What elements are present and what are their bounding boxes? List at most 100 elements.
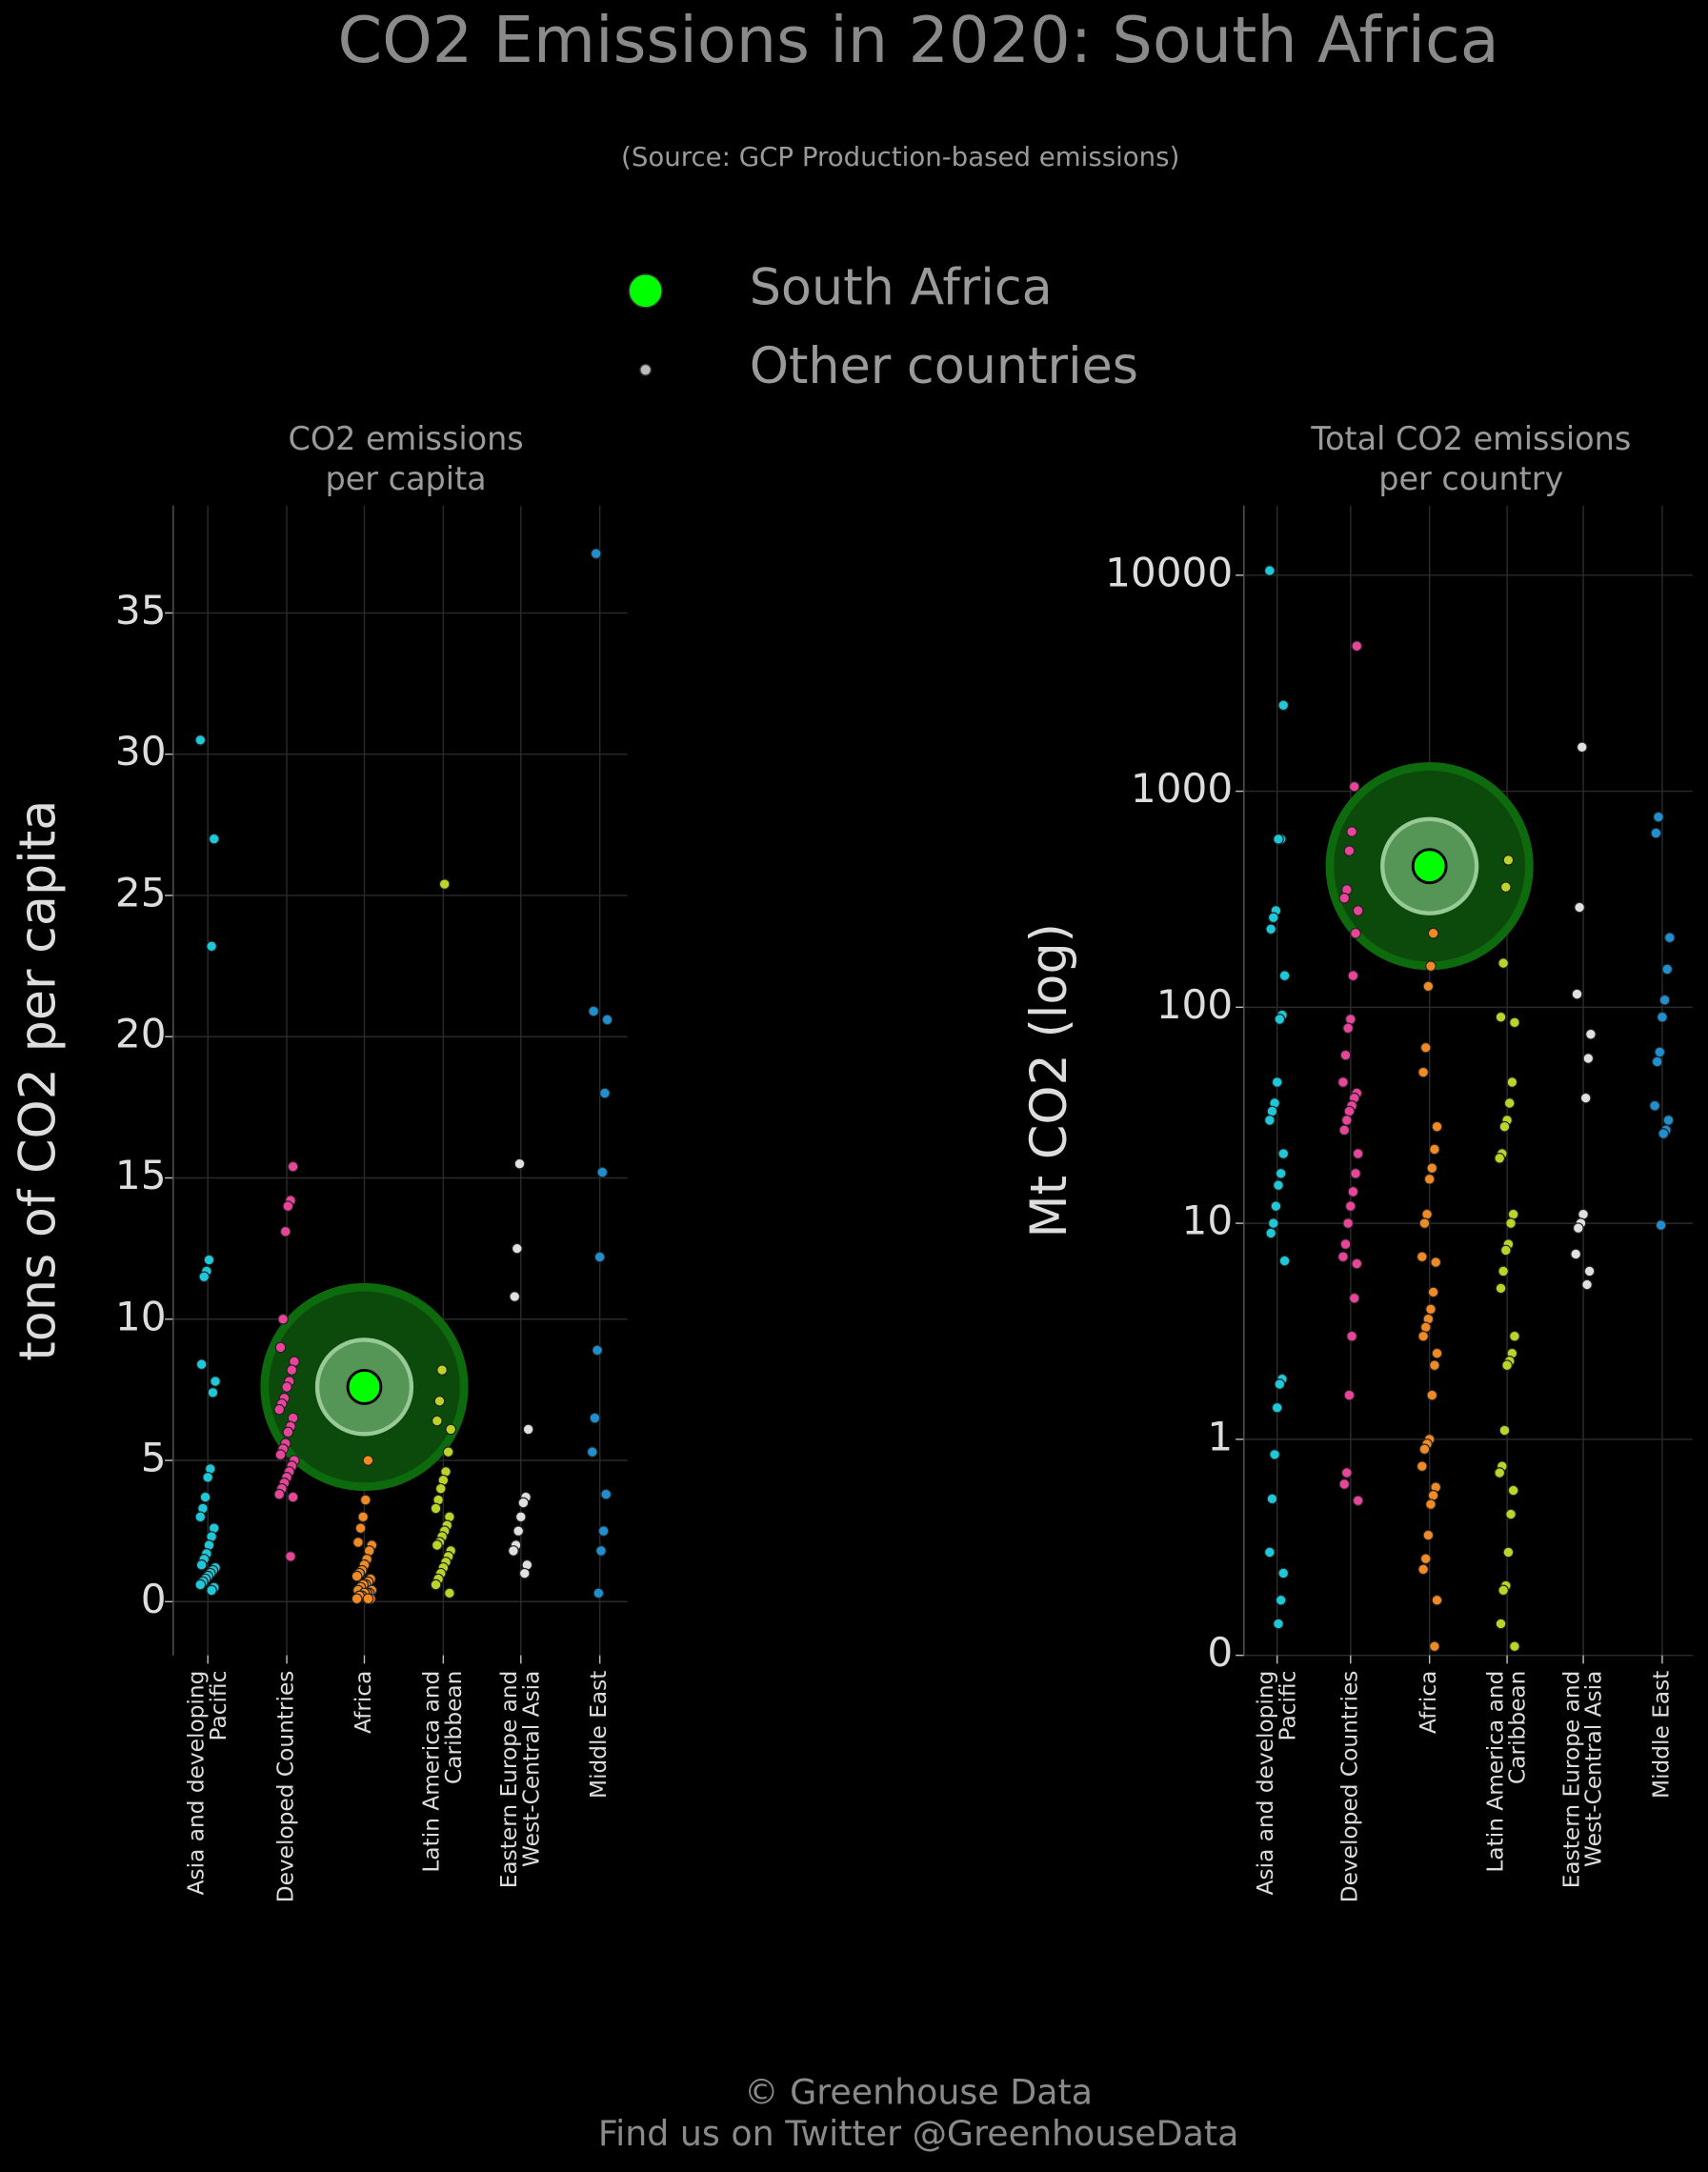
data-point	[206, 940, 217, 953]
data-point	[1264, 1546, 1276, 1559]
data-point	[274, 1449, 287, 1460]
data-point	[1581, 1278, 1593, 1291]
data-point	[1269, 1449, 1280, 1460]
data-point	[1271, 1401, 1283, 1414]
data-point	[351, 1593, 363, 1605]
data-point	[1277, 1567, 1290, 1579]
data-point	[359, 1494, 372, 1506]
data-point	[590, 548, 602, 559]
data-point	[1267, 912, 1279, 924]
data-point	[207, 1387, 219, 1398]
y-tick-label: 30	[115, 728, 167, 774]
data-point	[357, 1511, 369, 1523]
y-tick-label: 15	[115, 1152, 167, 1198]
legend-marker	[639, 363, 653, 376]
data-point	[1577, 1208, 1589, 1220]
y-tick-label: 0	[1207, 1629, 1233, 1676]
data-point	[199, 1491, 211, 1503]
data-point	[1502, 1546, 1515, 1559]
data-point	[1278, 1255, 1291, 1267]
data-point	[1573, 1222, 1584, 1234]
data-point	[1266, 1105, 1278, 1117]
data-point	[436, 1364, 448, 1376]
data-point	[1650, 827, 1662, 839]
data-point	[438, 878, 451, 890]
data-point	[442, 1446, 454, 1458]
data-point	[1273, 1179, 1284, 1191]
data-point	[589, 1412, 601, 1424]
data-point	[1418, 1443, 1431, 1456]
data-point	[1657, 1011, 1668, 1023]
data-point	[1277, 1148, 1290, 1159]
data-point	[1346, 826, 1357, 837]
chart-subtitle: (Source: GCP Production-based emissions)	[621, 141, 1179, 172]
data-point	[1339, 1238, 1352, 1250]
data-point	[282, 1200, 294, 1212]
data-point	[588, 1005, 599, 1017]
data-point	[1653, 811, 1664, 823]
data-point	[1417, 1563, 1429, 1576]
chart-title: CO2 Emissions in 2020: South Africa	[337, 3, 1498, 77]
data-point	[1264, 565, 1276, 576]
data-point	[1585, 1028, 1597, 1040]
data-point	[1421, 1208, 1433, 1220]
data-point	[512, 1242, 523, 1255]
data-point	[1342, 1217, 1354, 1229]
data-point	[445, 1423, 457, 1436]
data-point	[1654, 1046, 1666, 1058]
data-point	[1278, 970, 1291, 982]
x-tick-label: Africa	[351, 1671, 376, 1734]
data-point	[1267, 1217, 1279, 1229]
data-point	[210, 1376, 221, 1387]
data-point	[1509, 1330, 1520, 1342]
data-point	[1350, 927, 1361, 939]
panel-title: Total CO2 emissions	[1310, 420, 1631, 457]
data-point	[1275, 1168, 1287, 1179]
data-point	[1271, 1076, 1283, 1088]
y-axis-title: tons of CO2 per capita	[10, 800, 68, 1361]
data-point	[1583, 1265, 1596, 1277]
data-point	[434, 1482, 447, 1495]
panel-title: per capita	[326, 460, 487, 497]
data-point	[592, 1344, 603, 1357]
data-point	[595, 1545, 607, 1557]
data-point	[1495, 1618, 1507, 1630]
data-point	[1649, 1099, 1660, 1112]
data-point	[1498, 1120, 1511, 1133]
data-point	[1661, 963, 1674, 975]
data-point	[1509, 1640, 1520, 1653]
data-point	[522, 1423, 534, 1436]
data-point	[1497, 1584, 1509, 1597]
data-point	[508, 1545, 519, 1557]
legend-label: South Africa	[750, 258, 1053, 316]
data-point	[1427, 1286, 1439, 1298]
data-point	[208, 833, 220, 845]
data-point	[1351, 1257, 1363, 1270]
data-point	[1431, 1120, 1443, 1133]
data-point	[1348, 780, 1360, 793]
data-point	[1347, 970, 1359, 982]
data-point	[1273, 834, 1284, 845]
data-point	[1352, 905, 1364, 916]
data-point	[1499, 881, 1512, 894]
data-point	[282, 1426, 294, 1438]
data-point	[362, 1455, 374, 1466]
x-tick-label: Developed Countries	[1336, 1671, 1362, 1903]
data-point	[277, 1313, 289, 1325]
data-point	[1509, 1016, 1520, 1029]
data-point	[517, 1497, 530, 1509]
data-point	[1348, 1292, 1360, 1304]
highlight-point	[1411, 848, 1448, 885]
data-point	[1422, 1529, 1435, 1541]
data-point	[1275, 1594, 1287, 1606]
y-tick-label: 10	[115, 1293, 167, 1339]
data-point	[1431, 1594, 1443, 1606]
y-tick-label: 10	[1182, 1197, 1234, 1244]
panel-title: CO2 emissions	[288, 420, 523, 457]
x-tick-label: Latin America andCaribbean	[418, 1671, 466, 1873]
data-point	[1429, 1640, 1440, 1653]
x-tick-label: Eastern Europe andWest-Central Asia	[1558, 1671, 1606, 1889]
data-point	[1343, 845, 1356, 856]
data-point	[1419, 1041, 1432, 1054]
data-point	[287, 1491, 299, 1503]
